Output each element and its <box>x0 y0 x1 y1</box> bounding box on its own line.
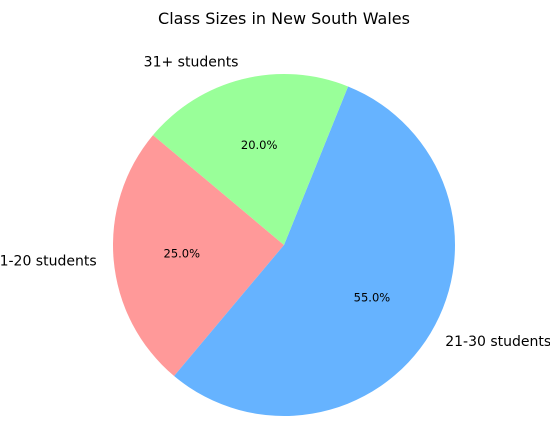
slice-percent-label: 25.0% <box>164 246 201 260</box>
pie-slice-21-30-students <box>174 86 456 416</box>
slice-label: 31+ students <box>144 54 239 70</box>
pie-slice-1-20-students <box>112 135 285 376</box>
slice-percent-label: 20.0% <box>241 138 278 152</box>
pie-labels: 1-20 students 25.0% 21-30 students 55.0% 31+… <box>0 54 550 349</box>
pie-slice-31-students <box>153 73 349 245</box>
slice-label: 1-20 students <box>0 253 97 269</box>
slice-label: 21-30 students <box>445 334 550 350</box>
pie-slices <box>112 73 456 416</box>
slice-percent-label: 55.0% <box>354 290 391 304</box>
chart-title: Class Sizes in New South Wales <box>158 9 410 28</box>
